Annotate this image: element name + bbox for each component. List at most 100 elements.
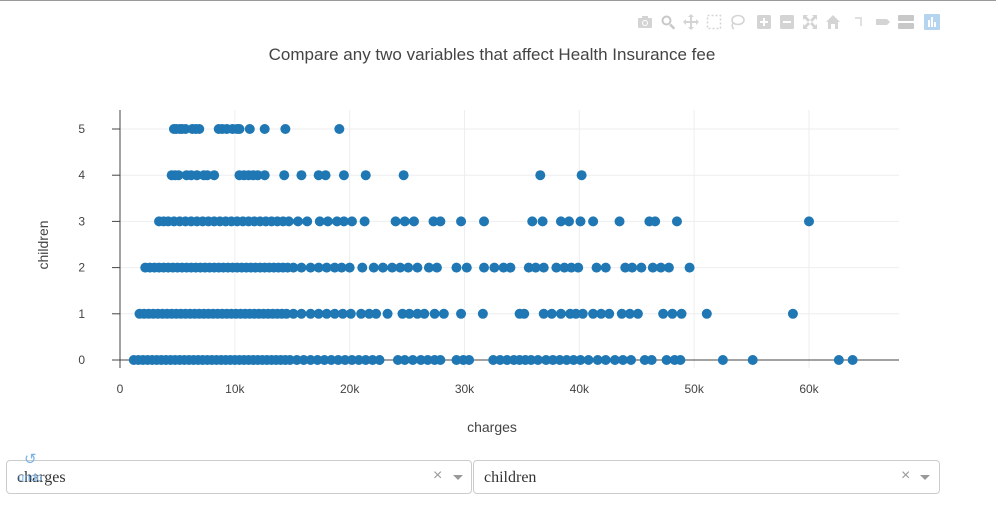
data-point-children-0-70[interactable]: [568, 355, 579, 365]
data-point-children-3-48[interactable]: [671, 216, 682, 227]
data-point-children-3-24[interactable]: [292, 216, 303, 227]
data-point-children-3-25[interactable]: [302, 216, 313, 227]
data-point-children-1-33[interactable]: [288, 308, 299, 319]
data-point-children-3-27[interactable]: [322, 216, 333, 227]
data-point-children-5-15[interactable]: [259, 124, 270, 134]
data-point-children-4-16[interactable]: [296, 170, 307, 181]
data-point-children-4-19[interactable]: [338, 170, 349, 181]
data-point-children-4-21[interactable]: [398, 170, 409, 181]
y-variable-dropdown[interactable]: children ×: [473, 460, 940, 494]
data-point-children-2-48[interactable]: [431, 262, 442, 273]
data-point-children-2-41[interactable]: [368, 262, 379, 273]
data-point-children-1-43[interactable]: [371, 308, 382, 319]
data-point-children-3-26[interactable]: [314, 216, 325, 227]
data-point-children-0-40[interactable]: [326, 355, 337, 365]
box-select-icon[interactable]: [705, 13, 723, 31]
data-point-children-1-55[interactable]: [538, 308, 549, 319]
data-point-children-2-44[interactable]: [395, 262, 406, 273]
data-point-children-1-45[interactable]: [397, 308, 408, 319]
data-point-children-0-41[interactable]: [333, 355, 344, 365]
data-point-children-1-65[interactable]: [624, 308, 635, 319]
data-point-children-2-68[interactable]: [655, 262, 666, 273]
data-point-children-1-44[interactable]: [382, 308, 393, 319]
data-point-children-5-7[interactable]: [194, 124, 205, 134]
data-point-children-0-85[interactable]: [833, 355, 844, 365]
data-point-children-3-33[interactable]: [399, 216, 410, 227]
data-point-children-3-39[interactable]: [527, 216, 538, 227]
data-point-children-0-58[interactable]: [488, 355, 499, 365]
data-point-children-4-22[interactable]: [535, 170, 546, 181]
data-point-children-1-54[interactable]: [519, 308, 530, 319]
data-point-children-2-63[interactable]: [600, 262, 611, 273]
data-point-children-2-59[interactable]: [559, 262, 570, 273]
data-point-children-0-71[interactable]: [575, 355, 586, 365]
data-point-children-3-35[interactable]: [428, 216, 439, 227]
data-point-children-2-56[interactable]: [530, 262, 541, 273]
data-point-children-1-35[interactable]: [305, 308, 316, 319]
autoscale-icon[interactable]: [801, 13, 819, 31]
data-point-children-3-42[interactable]: [563, 216, 574, 227]
data-point-children-1-32[interactable]: [281, 308, 292, 319]
data-point-children-0-49[interactable]: [399, 355, 410, 365]
data-point-children-2-54[interactable]: [505, 262, 516, 273]
data-point-children-2-45[interactable]: [403, 262, 414, 273]
data-point-children-2-69[interactable]: [663, 262, 674, 273]
data-point-children-3-37[interactable]: [456, 216, 467, 227]
data-point-children-0-57[interactable]: [464, 355, 475, 365]
data-point-children-0-54[interactable]: [435, 355, 446, 365]
camera-icon[interactable]: [636, 13, 654, 31]
data-point-children-0-46[interactable]: [367, 355, 378, 365]
data-point-children-0-37[interactable]: [305, 355, 316, 365]
data-point-children-3-28[interactable]: [332, 216, 343, 227]
hover-closest-icon[interactable]: [874, 13, 892, 31]
data-point-children-0-47[interactable]: [374, 355, 385, 365]
data-point-children-1-39[interactable]: [337, 308, 348, 319]
data-point-children-1-52[interactable]: [477, 308, 488, 319]
data-point-children-4-18[interactable]: [320, 170, 331, 181]
data-point-children-1-63[interactable]: [604, 308, 615, 319]
data-point-children-2-32[interactable]: [288, 262, 299, 273]
data-point-children-0-86[interactable]: [847, 355, 858, 365]
y-clear-icon[interactable]: ×: [901, 467, 911, 484]
data-point-children-3-31[interactable]: [359, 216, 370, 227]
data-point-children-2-66[interactable]: [636, 262, 647, 273]
data-point-children-0-78[interactable]: [639, 355, 650, 365]
data-point-children-1-46[interactable]: [404, 308, 415, 319]
data-point-children-2-40[interactable]: [357, 262, 368, 273]
data-point-children-5-14[interactable]: [244, 124, 255, 134]
data-point-children-2-42[interactable]: [377, 262, 388, 273]
data-point-children-2-46[interactable]: [412, 262, 423, 273]
data-point-children-1-66[interactable]: [632, 308, 643, 319]
data-point-children-3-49[interactable]: [804, 216, 814, 227]
data-point-children-4-15[interactable]: [279, 170, 290, 181]
data-point-children-2-64[interactable]: [620, 262, 631, 273]
data-point-children-0-74[interactable]: [600, 355, 611, 365]
data-point-children-5-17[interactable]: [334, 124, 345, 134]
data-point-children-0-79[interactable]: [646, 355, 657, 365]
data-point-children-4-13[interactable]: [252, 170, 263, 181]
data-point-children-2-61[interactable]: [573, 262, 584, 273]
x-clear-icon[interactable]: ×: [433, 467, 443, 484]
x-chevron-down-icon[interactable]: [453, 475, 463, 480]
data-point-children-2-57[interactable]: [538, 262, 549, 273]
data-point-children-0-67[interactable]: [547, 355, 558, 365]
data-point-children-2-53[interactable]: [498, 262, 509, 273]
data-point-children-2-34[interactable]: [305, 262, 316, 273]
data-point-children-2-65[interactable]: [627, 262, 638, 273]
data-point-children-1-67[interactable]: [658, 308, 669, 319]
data-point-children-3-45[interactable]: [614, 216, 625, 227]
data-point-children-5-4[interactable]: [180, 124, 191, 134]
data-point-children-4-20[interactable]: [360, 170, 371, 181]
data-point-children-0-50[interactable]: [407, 355, 418, 365]
data-point-children-0-76[interactable]: [617, 355, 628, 365]
data-point-children-1-64[interactable]: [616, 308, 627, 319]
data-point-children-3-47[interactable]: [650, 216, 661, 227]
zoom-in-icon[interactable]: [755, 13, 773, 31]
x-variable-dropdown[interactable]: charges ×: [6, 460, 472, 494]
zoom-out-icon[interactable]: [778, 13, 796, 31]
data-point-children-1-50[interactable]: [438, 308, 449, 319]
data-point-children-0-35[interactable]: [291, 355, 302, 365]
data-point-children-3-43[interactable]: [575, 216, 586, 227]
plotly-logo-icon[interactable]: [924, 14, 940, 30]
data-point-children-0-39[interactable]: [319, 355, 330, 365]
